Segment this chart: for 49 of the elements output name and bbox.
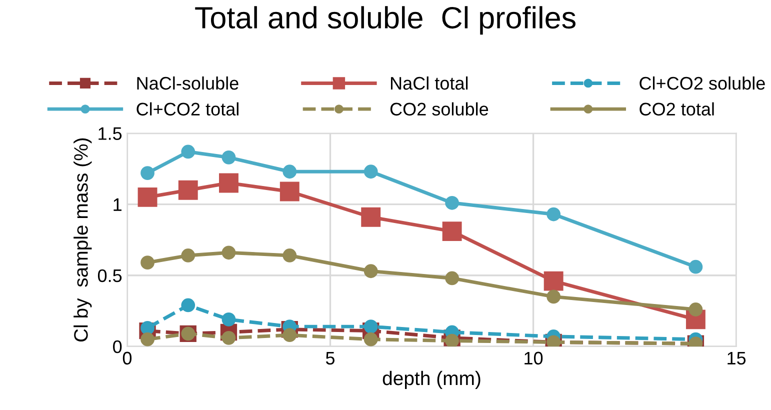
point (364, 164, 378, 179)
y-tick-label: 1.5 (98, 127, 122, 140)
point (282, 248, 297, 262)
x-tick-label: 10 (524, 352, 543, 365)
point (442, 222, 462, 242)
x-axis-title: depth (mm) (382, 370, 480, 390)
point (688, 302, 703, 316)
point (219, 173, 238, 193)
x-tick-label: 0 (122, 352, 132, 365)
point (544, 271, 564, 291)
point (222, 246, 236, 260)
point (140, 256, 154, 270)
y-axis-title: Cl by sample mass (%) (74, 138, 92, 342)
x-tick-label: 15 (728, 352, 746, 365)
point (445, 196, 460, 210)
legend-label: CO2 total (640, 102, 714, 116)
point (282, 328, 297, 342)
legend-label: NaCl total (390, 76, 468, 90)
point (140, 332, 154, 346)
point (222, 330, 236, 345)
point (222, 312, 236, 326)
legend-label: CO2 soluble (390, 102, 488, 116)
point (282, 164, 297, 179)
point (280, 182, 300, 202)
point (178, 180, 198, 200)
point (546, 290, 561, 304)
point (445, 334, 460, 346)
point (364, 332, 378, 346)
point (181, 144, 196, 159)
y-tick-label: 0 (113, 340, 122, 354)
point (222, 150, 236, 164)
point (364, 264, 378, 278)
chart-title: Total and soluble Cl profiles (195, 6, 576, 35)
point (445, 271, 460, 286)
x-tick-label: 5 (326, 352, 335, 365)
legend-label: Cl+CO2 soluble (640, 76, 765, 90)
point (364, 320, 378, 334)
point (181, 248, 196, 262)
point (546, 207, 561, 222)
point (140, 166, 154, 180)
point (181, 298, 196, 312)
y-tick-label: 1 (114, 198, 122, 211)
point (140, 321, 154, 335)
legend-label: NaCl-soluble (137, 76, 238, 90)
point (688, 260, 703, 274)
legend-label: Cl+CO2 total (136, 102, 238, 116)
point (138, 187, 158, 207)
y-tick-label: 0.5 (98, 269, 122, 282)
point (361, 207, 381, 227)
